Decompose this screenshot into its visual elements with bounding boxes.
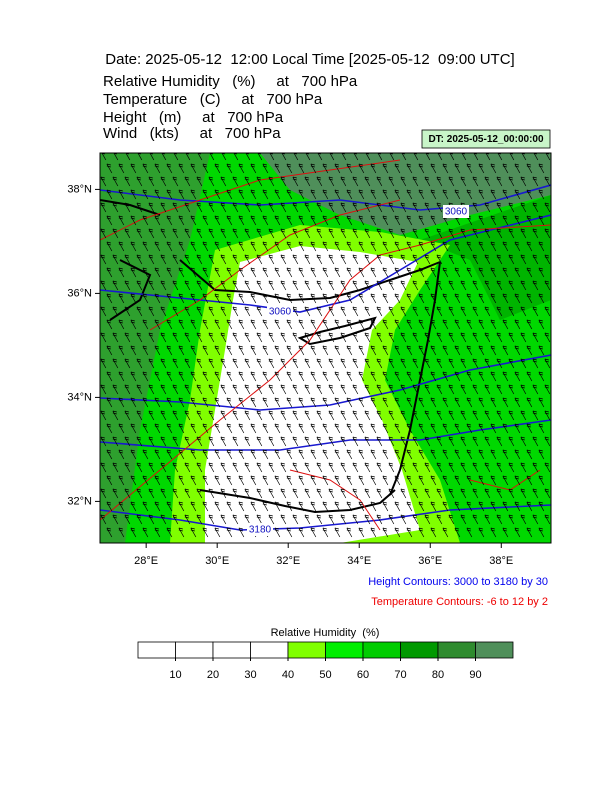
contour-label: 3060 (269, 307, 292, 318)
colorbar-tick-label: 90 (469, 669, 481, 681)
y-tick-label: 34°N (67, 391, 92, 403)
colorbar-tick-label: 20 (207, 669, 219, 681)
x-tick-label: 32°E (276, 555, 300, 567)
colorbar-box (137, 641, 176, 659)
x-tick-label: 28°E (134, 555, 158, 567)
colorbar-tick-label: 60 (357, 669, 369, 681)
y-tick-label: 36°N (67, 287, 92, 299)
colorbar-tick-label: 50 (319, 669, 331, 681)
colorbar-tick-label: 30 (244, 669, 256, 681)
contour-label-box (247, 523, 273, 536)
x-tick-label: 38°E (489, 555, 513, 567)
map (100, 153, 551, 543)
subtitle-line: Height (m) at 700 hPa (103, 109, 284, 126)
subtitle-line: Relative Humidity (%) at 700 hPa (103, 73, 358, 90)
rh-fill (260, 153, 551, 235)
map-axes: 28°E 30°E 32°E 34°E 36°E 38°E 32°N 34°N 36°N 38°N (67, 183, 513, 567)
height-footnote: Height Contours: 3000 to 3180 by 30 (368, 576, 548, 588)
colorbar-box (175, 641, 214, 659)
subtitle-line: Temperature (C) at 700 hPa (103, 91, 323, 108)
colorbar: 10 20 30 40 50 60 70 80 90 (137, 641, 514, 681)
map-frame (99, 152, 552, 544)
colorbar-title: Relative Humidity (%) (271, 627, 380, 639)
colorbar-tick-label: 70 (394, 669, 406, 681)
colorbar-box (325, 641, 364, 659)
contour-label: 3060 (445, 207, 468, 218)
y-tick-label: 38°N (67, 183, 92, 195)
contour-label-box (443, 205, 469, 218)
colorbar-box (437, 641, 476, 659)
contour-label-box (267, 305, 293, 318)
colorbar-box (362, 641, 401, 659)
colorbar-box (400, 641, 439, 659)
x-tick-label: 34°E (347, 555, 371, 567)
wind-barb (100, 153, 551, 538)
wind-barbs (100, 153, 551, 538)
subtitle-line: Wind (kts) at 700 hPa (103, 125, 281, 142)
colorbar-tick-label: 10 (169, 669, 181, 681)
x-tick-label: 30°E (205, 555, 229, 567)
dt-label: DT: 2025-05-12_00:00:00 (428, 134, 544, 145)
colorbar-box (475, 641, 514, 659)
colorbar-box (250, 641, 289, 659)
temperature-footnote: Temperature Contours: -6 to 12 by 2 (371, 596, 548, 608)
colorbar-tick-label: 40 (282, 669, 294, 681)
title: Date: 2025-05-12 12:00 Local Time [2025-… (105, 51, 514, 68)
temperature-contour (100, 159, 551, 531)
colorbar-box (287, 641, 326, 659)
dt-box (421, 129, 551, 149)
colorbar-box (212, 641, 251, 659)
colorbar-tick-label: 80 (432, 669, 444, 681)
x-tick-label: 36°E (418, 555, 442, 567)
y-tick-label: 32°N (67, 495, 92, 507)
contour-label: 3180 (249, 525, 272, 536)
